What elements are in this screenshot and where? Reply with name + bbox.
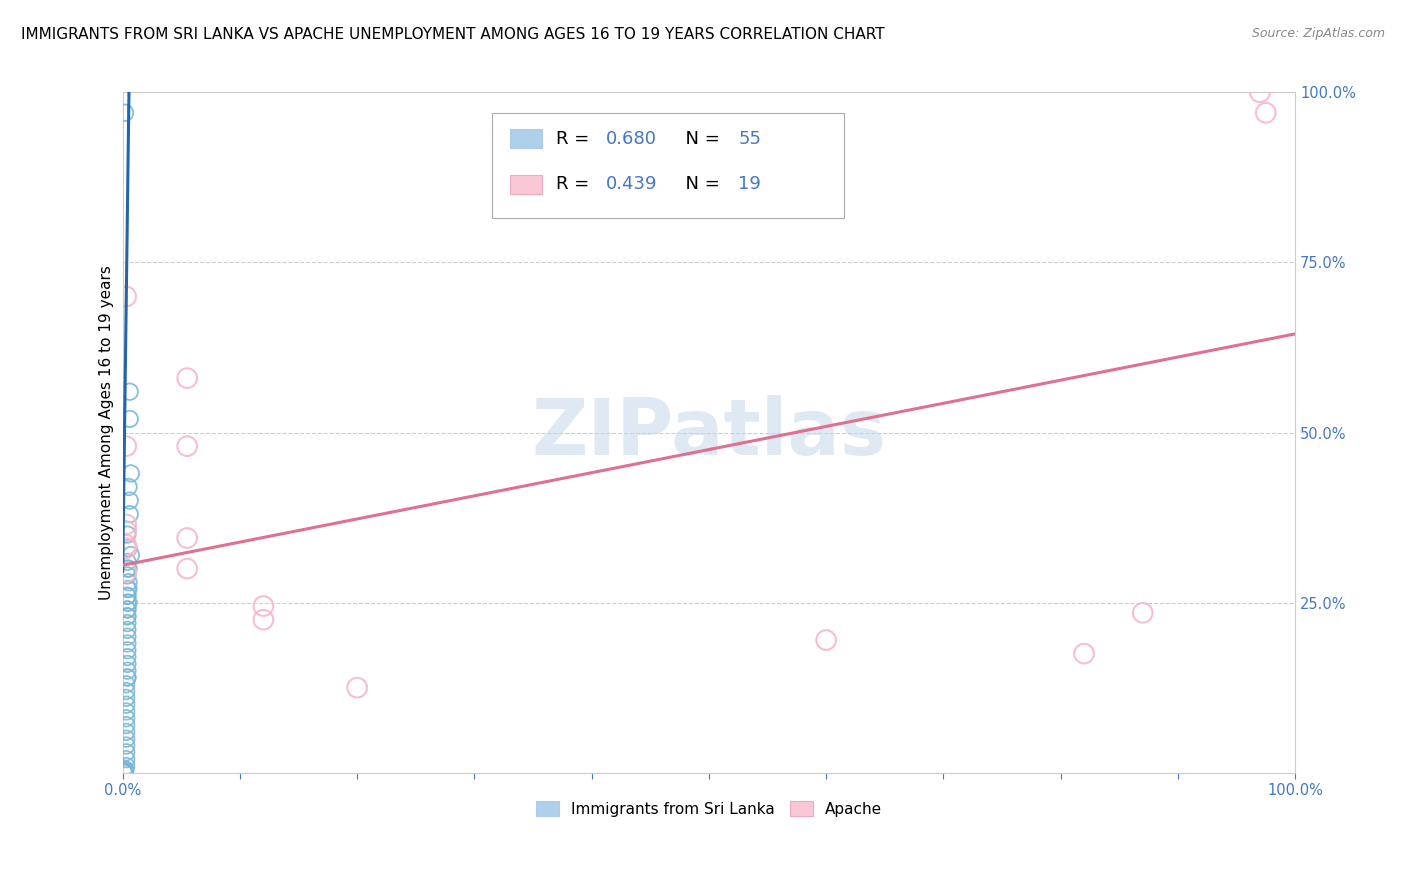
Point — [114, 105, 136, 120]
Point — [815, 633, 838, 648]
Text: 19: 19 — [738, 175, 761, 194]
Point — [117, 671, 139, 685]
Point — [112, 765, 135, 780]
Point — [115, 541, 138, 556]
Point — [115, 289, 138, 303]
Point — [115, 725, 138, 739]
Point — [115, 718, 138, 732]
Point — [118, 384, 141, 399]
Point — [1073, 647, 1095, 661]
Point — [117, 596, 139, 610]
Text: R =: R = — [557, 175, 596, 194]
Point — [117, 650, 139, 665]
Text: Source: ZipAtlas.com: Source: ZipAtlas.com — [1251, 27, 1385, 40]
Point — [176, 561, 198, 575]
Point — [114, 762, 136, 776]
Point — [117, 609, 139, 624]
FancyBboxPatch shape — [509, 129, 543, 148]
Point — [115, 690, 138, 705]
Text: 0.680: 0.680 — [606, 129, 657, 147]
Point — [117, 555, 139, 569]
Point — [117, 609, 139, 624]
Point — [115, 517, 138, 532]
Point — [117, 541, 139, 556]
Point — [176, 531, 198, 545]
Point — [117, 568, 139, 582]
Point — [117, 615, 139, 630]
Point — [117, 671, 139, 685]
Point — [1249, 86, 1271, 100]
Point — [115, 538, 138, 552]
Point — [115, 739, 138, 753]
Point — [115, 705, 138, 719]
Point — [117, 664, 139, 678]
Point — [117, 596, 139, 610]
Point — [120, 548, 142, 562]
Point — [115, 698, 138, 712]
Point — [117, 602, 139, 616]
Point — [115, 745, 138, 759]
Point — [118, 412, 141, 426]
Text: N =: N = — [673, 129, 725, 147]
Point — [120, 467, 142, 481]
Legend: Immigrants from Sri Lanka, Apache: Immigrants from Sri Lanka, Apache — [530, 795, 889, 823]
Point — [112, 765, 135, 780]
FancyBboxPatch shape — [492, 112, 844, 219]
Point — [117, 561, 139, 575]
Point — [117, 643, 139, 657]
Point — [176, 439, 198, 453]
Point — [117, 527, 139, 541]
Point — [115, 752, 138, 766]
Text: 0.439: 0.439 — [606, 175, 657, 194]
Point — [115, 439, 138, 453]
Text: ZIPatlas: ZIPatlas — [531, 394, 886, 471]
Point — [1132, 606, 1154, 620]
Point — [115, 759, 138, 773]
Point — [114, 764, 136, 779]
Point — [117, 636, 139, 650]
Point — [118, 493, 141, 508]
Point — [114, 764, 136, 778]
Point — [115, 711, 138, 725]
Point — [117, 589, 139, 603]
Point — [1254, 105, 1277, 120]
Point — [346, 681, 368, 695]
Point — [252, 599, 274, 613]
Y-axis label: Unemployment Among Ages 16 to 19 years: Unemployment Among Ages 16 to 19 years — [100, 265, 114, 600]
Point — [115, 565, 138, 579]
Text: N =: N = — [673, 175, 725, 194]
Point — [117, 575, 139, 590]
Point — [115, 684, 138, 698]
Point — [117, 623, 139, 637]
Point — [115, 677, 138, 691]
Point — [115, 731, 138, 746]
Point — [117, 582, 139, 596]
Point — [112, 765, 135, 780]
Text: R =: R = — [557, 129, 596, 147]
Point — [117, 630, 139, 644]
Point — [117, 582, 139, 596]
FancyBboxPatch shape — [509, 175, 543, 194]
Point — [252, 613, 274, 627]
Point — [118, 507, 141, 521]
Point — [115, 524, 138, 539]
Point — [117, 589, 139, 603]
Point — [114, 763, 136, 777]
Point — [117, 561, 139, 575]
Text: 55: 55 — [738, 129, 761, 147]
Point — [117, 602, 139, 616]
Point — [117, 657, 139, 671]
Point — [117, 480, 139, 494]
Text: IMMIGRANTS FROM SRI LANKA VS APACHE UNEMPLOYMENT AMONG AGES 16 TO 19 YEARS CORRE: IMMIGRANTS FROM SRI LANKA VS APACHE UNEM… — [21, 27, 884, 42]
Point — [176, 371, 198, 385]
